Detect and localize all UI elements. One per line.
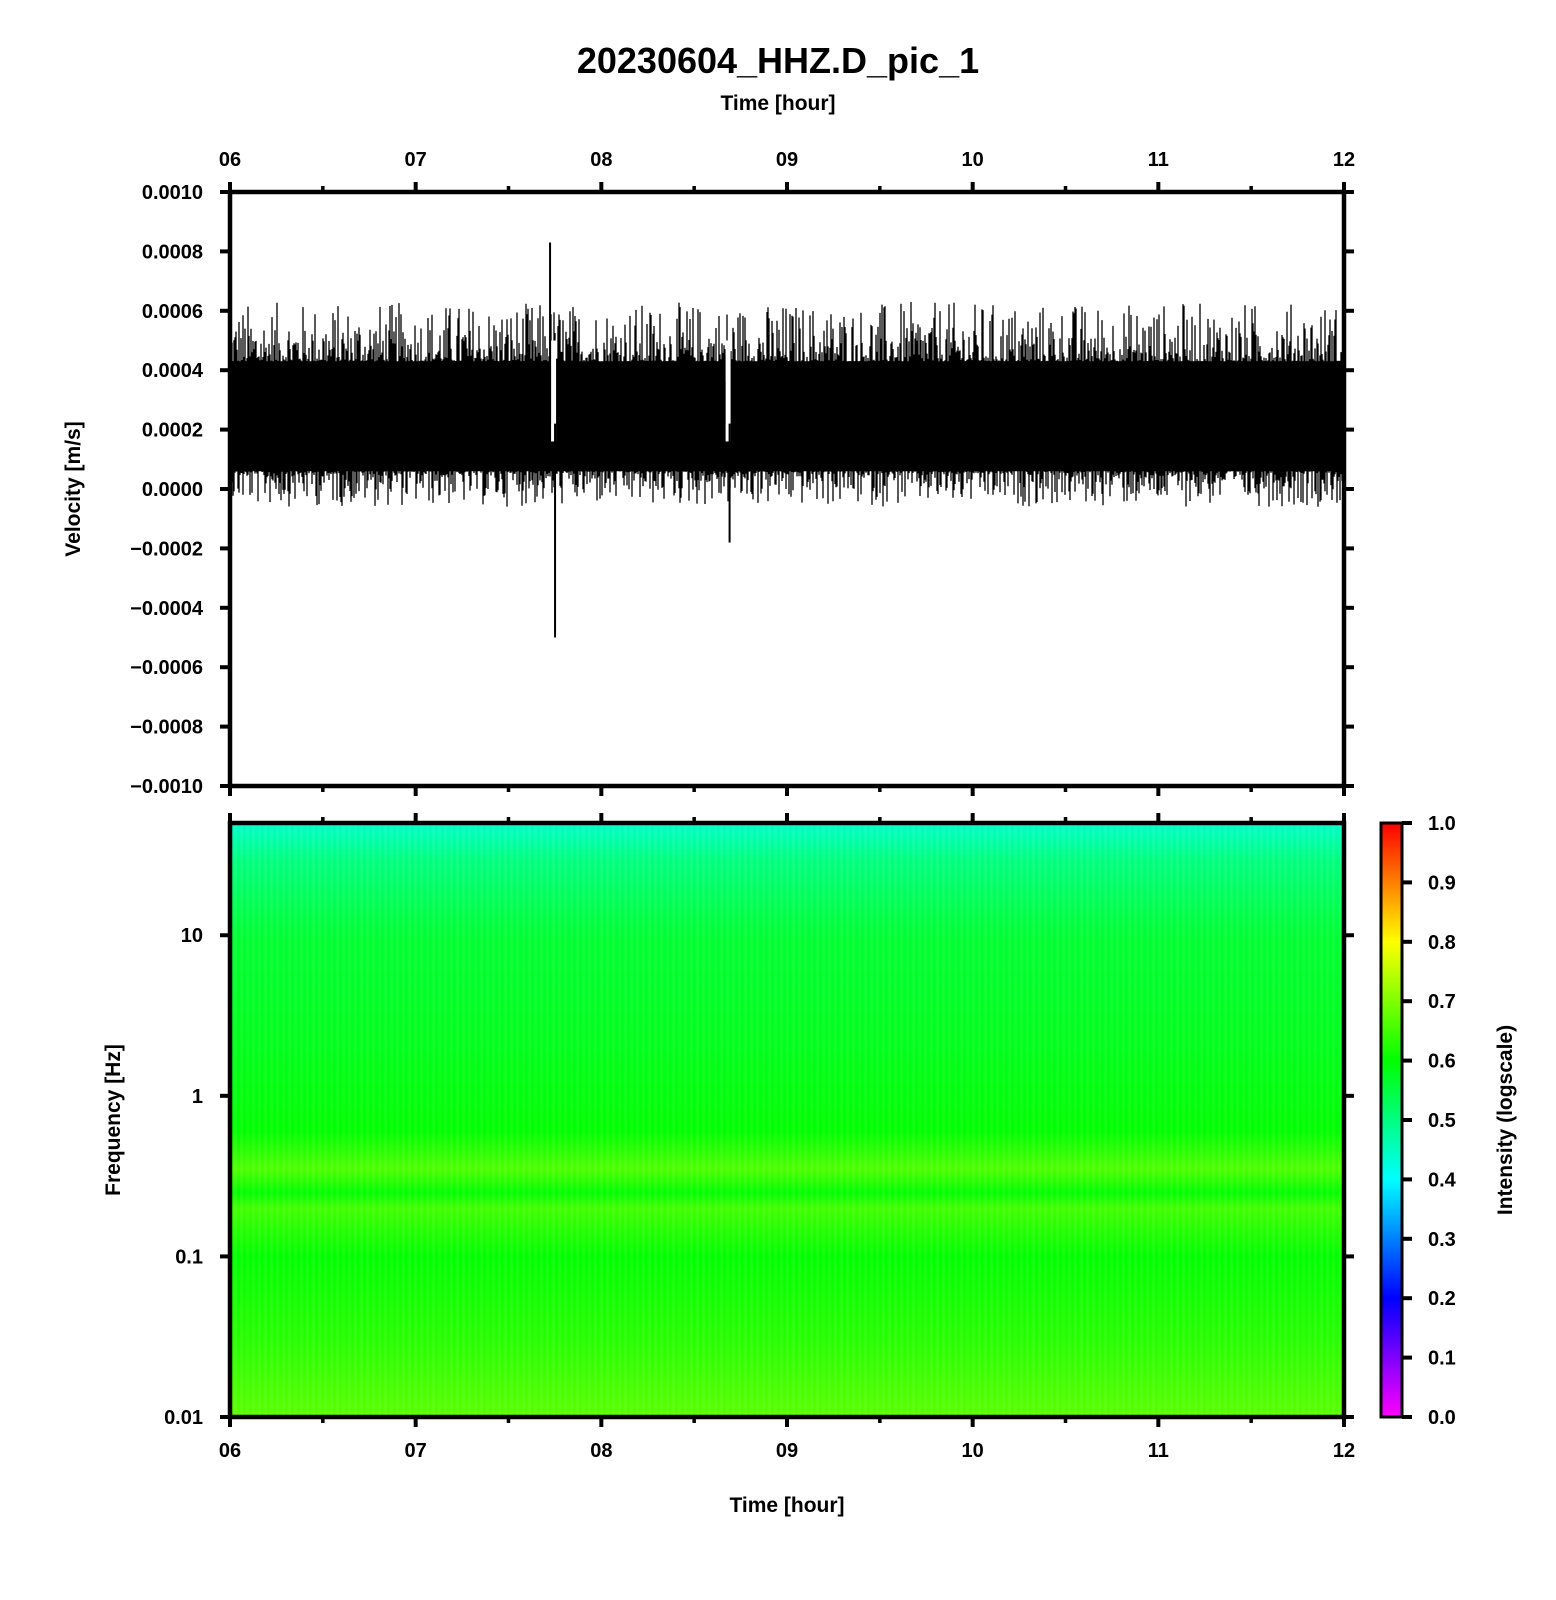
colorbar-label: Intensity (logscale): [1494, 1025, 1517, 1215]
figure-title: 20230604_HHZ.D_pic_1: [577, 40, 979, 81]
spectrogram-y-axis-label: Frequency [Hz]: [102, 1044, 125, 1196]
bottom-x-tick-label: 09: [776, 1440, 798, 1462]
colorbar-tick-label: 0.4: [1428, 1169, 1457, 1191]
bottom-x-tick-label: 08: [590, 1440, 612, 1462]
event-gap-1: [725, 340, 731, 442]
event-spike-0: [549, 242, 557, 638]
spectrogram-y-tick-label: 1: [192, 1086, 203, 1108]
top-x-tick-label: 09: [776, 149, 798, 171]
bottom-x-tick-label: 10: [962, 1440, 984, 1462]
top-x-tick-label: 06: [219, 149, 241, 171]
bottom-x-tick-label: 12: [1333, 1440, 1355, 1462]
seismogram-y-tick-label: 0.0004: [142, 360, 204, 382]
seismogram-y-tick-label: −0.0010: [130, 776, 203, 798]
spectrogram-y-tick-label: 0.01: [164, 1407, 203, 1429]
top-time-axis-label: Time [hour]: [720, 92, 835, 115]
top-x-tick-label: 07: [405, 149, 427, 171]
seismogram-y-tick-label: 0.0010: [142, 182, 203, 204]
seismogram-trace: [229, 242, 1345, 638]
colorbar-tick-label: 0.6: [1428, 1051, 1456, 1073]
colorbar: 1.0 0.9 0.8 0.7 0.6 0.5 0.4 0.3 0.2 0.1 0.0 Intens…: [1379, 813, 1517, 1429]
bottom-x-tick-label: 11: [1148, 1440, 1169, 1462]
seismogram-y-tick-label: −0.0002: [130, 538, 203, 560]
bottom-x-tick-label: 06: [219, 1440, 241, 1462]
colorbar-gradient: [1379, 821, 1404, 1419]
top-x-tick-label: 10: [962, 149, 984, 171]
seismogram-frame: [227, 189, 1347, 789]
seismogram-panel: 06 07 08 09 10 11 12 0.0010 0.0008 0.0006 0.0004 0.…: [62, 149, 1355, 798]
seismogram-y-tick-label: −0.0008: [130, 717, 203, 739]
colorbar-tick-label: 0.5: [1428, 1110, 1456, 1132]
seismogram-y-tick-label: 0.0008: [142, 241, 203, 263]
seismogram-y-axis-label: Velocity [m/s]: [62, 421, 85, 556]
event-gap-0: [551, 340, 557, 442]
spectrogram-texture: [230, 823, 1344, 1417]
top-x-tick-label: 08: [590, 149, 612, 171]
event-spike-1: [723, 382, 731, 543]
colorbar-tick-label: 0.0: [1428, 1407, 1456, 1429]
spectrogram-ticks: 06 07 08 09 10 11 12 10 1 0.1 0.01: [164, 813, 1355, 1462]
top-x-tick-label: 11: [1148, 149, 1169, 171]
seismogram-y-tick-label: −0.0004: [130, 598, 204, 620]
seismogram-y-tick-label: −0.0006: [130, 657, 203, 679]
seismogram-band: [232, 382, 1342, 466]
top-x-tick-label: 12: [1333, 149, 1355, 171]
colorbar-tick-label: 1.0: [1428, 813, 1456, 835]
colorbar-tick-label: 0.1: [1428, 1348, 1456, 1370]
seismogram-y-tick-label: 0.0000: [142, 479, 203, 501]
seismogram-y-tick-label: 0.0006: [142, 301, 203, 323]
spectrogram-y-tick-label: 10: [181, 925, 203, 947]
colorbar-tick-label: 0.9: [1428, 872, 1456, 894]
bottom-time-axis-label: Time [hour]: [729, 1494, 844, 1517]
colorbar-tick-label: 0.2: [1428, 1288, 1456, 1310]
spectrogram-y-tick-label: 0.1: [175, 1246, 203, 1268]
colorbar-tick-label: 0.3: [1428, 1229, 1456, 1251]
seismogram-y-tick-label: 0.0002: [142, 420, 203, 442]
seismogram-ticks: 06 07 08 09 10 11 12 0.0010 0.0008 0.0006 0.0004 0.…: [130, 149, 1355, 798]
colorbar-tick-label: 0.7: [1428, 991, 1456, 1013]
colorbar-tick-label: 0.8: [1428, 932, 1456, 954]
bottom-x-tick-label: 07: [405, 1440, 427, 1462]
colorbar-ticks: 1.0 0.9 0.8 0.7 0.6 0.5 0.4 0.3 0.2 0.1 0.0: [1402, 813, 1457, 1429]
